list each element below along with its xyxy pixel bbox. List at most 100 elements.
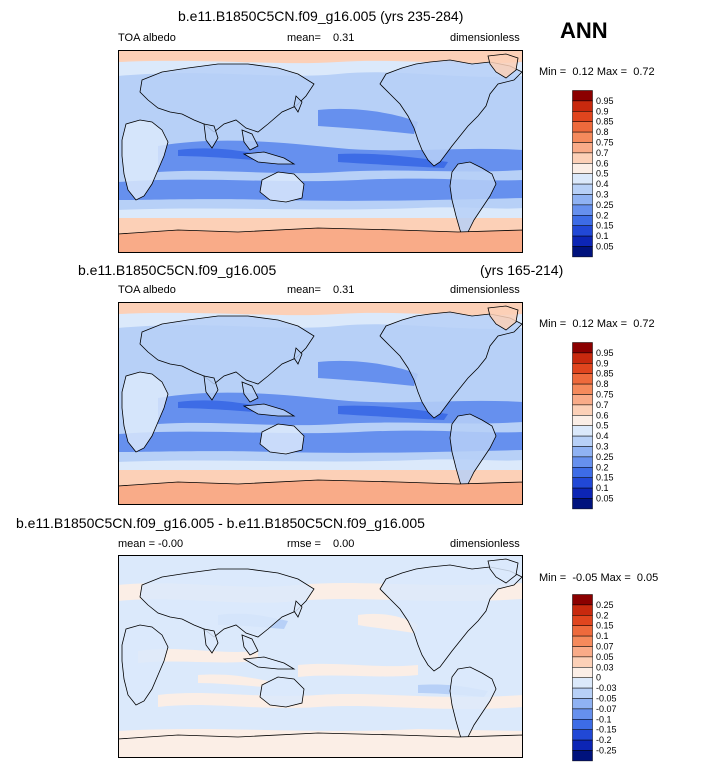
colorbar-label: 0.07 bbox=[596, 642, 614, 652]
colorbar-swatch bbox=[572, 373, 593, 385]
coastline-southamerica bbox=[449, 666, 497, 746]
colorbar-swatch bbox=[572, 667, 593, 678]
coastline-greenland bbox=[487, 305, 519, 331]
coastline-antarctica bbox=[118, 732, 523, 758]
colorbar-label: -0.03 bbox=[596, 683, 617, 693]
colorbar-label: 0.25 bbox=[596, 200, 614, 210]
colorbar-swatch bbox=[572, 635, 593, 647]
colorbar-label: 0.05 bbox=[596, 494, 614, 504]
colorbar-label: 0.2 bbox=[596, 462, 609, 472]
coastline-seasia bbox=[241, 634, 259, 656]
colorbar-swatch bbox=[572, 719, 593, 730]
panel2-map bbox=[118, 302, 523, 505]
colorbar-label: 0.4 bbox=[596, 179, 609, 189]
panel1-title: b.e11.B1850C5CN.f09_g16.005 (yrs 235-284… bbox=[178, 8, 464, 24]
colorbar-label: 0.95 bbox=[596, 348, 614, 358]
colorbar-swatch bbox=[572, 225, 593, 237]
panel2-units: dimensionless bbox=[450, 284, 520, 296]
colorbar-label: 0.25 bbox=[596, 452, 614, 462]
panel3-units: dimensionless bbox=[450, 538, 520, 550]
colorbar-label: 0.3 bbox=[596, 190, 609, 200]
panel3-title: b.e11.B1850C5CN.f09_g16.005 - b.e11.B185… bbox=[16, 515, 425, 531]
coastline-greenland bbox=[487, 558, 519, 584]
colorbar-label: 0.75 bbox=[596, 138, 614, 148]
panel3-minmax: Min = -0.05 Max = 0.05 bbox=[539, 572, 659, 584]
colorbar-label: 0.25 bbox=[596, 600, 614, 610]
panel3-map bbox=[118, 555, 523, 758]
coastline-eurasia bbox=[139, 315, 315, 385]
colorbar-label: -0.1 bbox=[596, 714, 612, 724]
panel2-colorbar: 0.95 0.9 0.85 0.8 0.75 0.7 0.6 0.5 0.4 0.3 0.25 0.2… bbox=[572, 342, 632, 510]
coastline-japan bbox=[293, 95, 303, 113]
colorbar-label: 0.1 bbox=[596, 483, 609, 493]
colorbar-label: -0.25 bbox=[596, 746, 617, 756]
coastline-africa bbox=[121, 371, 169, 453]
panel2-title: b.e11.B1850C5CN.f09_g16.005 bbox=[78, 262, 277, 278]
colorbar-label: 0.9 bbox=[596, 106, 609, 116]
colorbar-swatch bbox=[572, 394, 593, 406]
colorbar-swatch bbox=[572, 729, 593, 741]
colorbar-label: 0.05 bbox=[596, 242, 614, 252]
colorbar-label: 0.1 bbox=[596, 231, 609, 241]
colorbar-swatch bbox=[572, 615, 593, 626]
colorbar-swatch bbox=[572, 687, 593, 699]
colorbar-label: 0.05 bbox=[596, 652, 614, 662]
colorbar-label: -0.2 bbox=[596, 735, 612, 745]
colorbar-swatch bbox=[572, 656, 593, 668]
coastline-northamerica bbox=[379, 311, 523, 419]
colorbar-label: 0.15 bbox=[596, 621, 614, 631]
coastline-india bbox=[203, 375, 219, 401]
colorbar-swatch bbox=[572, 152, 593, 164]
colorbar-swatch bbox=[572, 415, 593, 426]
coastline-antarctica bbox=[118, 227, 523, 253]
colorbar-swatch bbox=[572, 363, 593, 374]
colorbar-swatch bbox=[572, 477, 593, 489]
panel3-rmse-label: rmse = bbox=[287, 538, 321, 550]
coastline-australia bbox=[259, 171, 305, 203]
season-label: ANN bbox=[560, 18, 608, 43]
colorbar-label: 0.2 bbox=[596, 210, 609, 220]
colorbar-swatch bbox=[572, 142, 593, 154]
colorbar-label: 0.15 bbox=[596, 473, 614, 483]
panel2-mean-value: 0.31 bbox=[333, 284, 355, 296]
colorbar-swatch bbox=[572, 163, 593, 174]
colorbar-swatch bbox=[572, 487, 593, 499]
panel1-field-label: TOA albedo bbox=[118, 32, 176, 44]
coastline-seasia bbox=[241, 129, 259, 151]
colorbar-swatch bbox=[572, 194, 593, 206]
colorbar-swatch bbox=[572, 498, 593, 510]
colorbar-swatch bbox=[572, 404, 593, 416]
colorbar-swatch bbox=[572, 352, 593, 364]
colorbar-swatch bbox=[572, 383, 593, 395]
colorbar-swatch bbox=[572, 173, 593, 185]
colorbar-swatch bbox=[572, 677, 593, 689]
colorbar-label: 0.9 bbox=[596, 358, 609, 368]
colorbar-label: -0.15 bbox=[596, 725, 617, 735]
colorbar-swatch bbox=[572, 625, 593, 637]
colorbar-label: 0.85 bbox=[596, 117, 614, 127]
colorbar-label: 0.3 bbox=[596, 442, 609, 452]
colorbar-label: -0.05 bbox=[596, 694, 617, 704]
coastline-southamerica bbox=[449, 413, 497, 493]
coastline-eurasia bbox=[139, 568, 315, 638]
colorbar-swatch bbox=[572, 131, 593, 143]
colorbar-swatch bbox=[572, 698, 593, 710]
colorbar-label: 0.5 bbox=[596, 421, 609, 431]
panel2-field-label: TOA albedo bbox=[118, 284, 176, 296]
colorbar-swatch bbox=[572, 121, 593, 133]
colorbar-swatch bbox=[572, 604, 593, 616]
colorbar-swatch bbox=[572, 235, 593, 247]
colorbar-swatch bbox=[572, 750, 593, 762]
coastline-australia bbox=[259, 423, 305, 455]
colorbar-label: 0.6 bbox=[596, 410, 609, 420]
panel2-mean-label: mean= bbox=[287, 284, 321, 296]
colorbar-swatch bbox=[572, 708, 593, 720]
colorbar-label: 0.7 bbox=[596, 400, 609, 410]
colorbar-label: -0.07 bbox=[596, 704, 617, 714]
colorbar-label: 0.75 bbox=[596, 390, 614, 400]
colorbar-label: 0.7 bbox=[596, 148, 609, 158]
panel3-mean-label: mean = -0.00 bbox=[118, 538, 184, 550]
coastline-antarctica bbox=[118, 479, 523, 505]
coastline-japan bbox=[293, 347, 303, 365]
coastline-japan bbox=[293, 600, 303, 618]
